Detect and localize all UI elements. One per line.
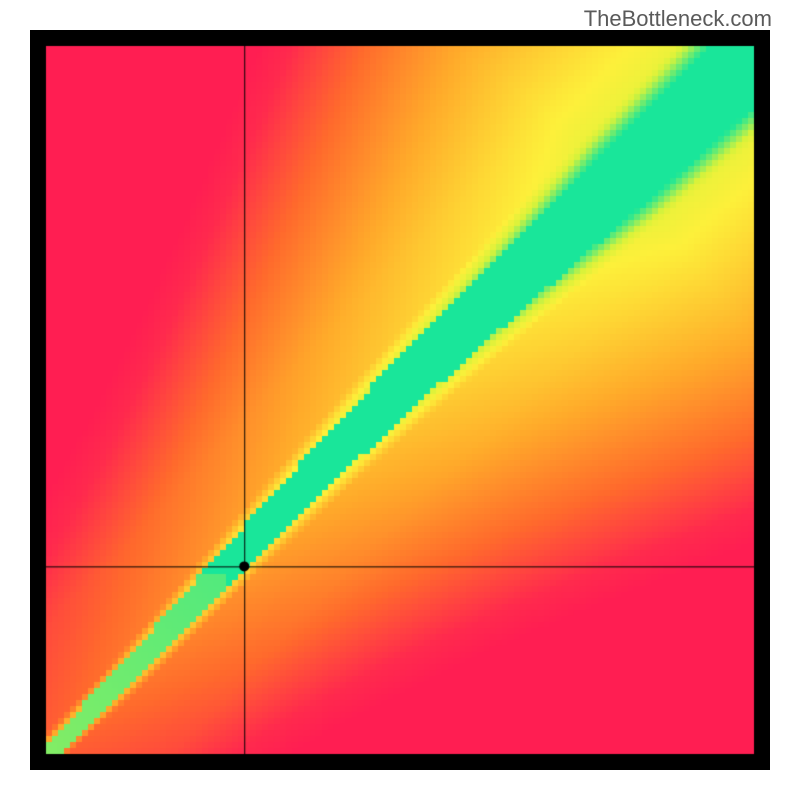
heatmap-canvas	[30, 30, 770, 770]
heatmap-chart-frame	[30, 30, 770, 770]
watermark-text: TheBottleneck.com	[584, 6, 772, 32]
